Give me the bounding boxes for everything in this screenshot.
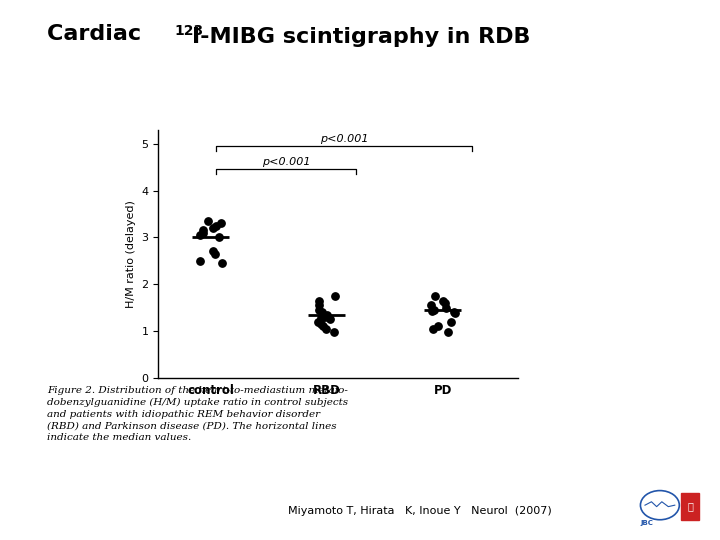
Point: [312, 318, 323, 326]
Point: [324, 315, 336, 324]
Y-axis label: H/M ratio (delayed): H/M ratio (delayed): [126, 200, 136, 308]
Point: [449, 309, 461, 318]
Text: 医: 医: [688, 502, 693, 511]
Point: [427, 325, 438, 333]
FancyBboxPatch shape: [681, 493, 699, 519]
Point: [210, 249, 221, 258]
Point: [426, 307, 438, 316]
Point: [316, 308, 328, 316]
Point: [442, 328, 454, 336]
Point: [213, 233, 225, 242]
Point: [328, 328, 340, 336]
Point: [432, 322, 444, 331]
Point: [320, 325, 331, 333]
Text: Cardiac: Cardiac: [47, 24, 148, 44]
Point: [440, 303, 451, 312]
Point: [430, 292, 441, 300]
Point: [322, 310, 333, 319]
Point: [313, 306, 325, 314]
Text: Miyamoto T, Hirata   K, Inoue Y   Neurol  (2007): Miyamoto T, Hirata K, Inoue Y Neurol (20…: [288, 505, 552, 516]
Point: [330, 292, 341, 300]
Text: p<0.001: p<0.001: [320, 134, 369, 144]
Text: 123: 123: [174, 24, 203, 38]
Text: JBC: JBC: [641, 520, 653, 526]
Text: Figure 2. Distribution of the heart-to-mediastium metaio-
dobenzylguanidine (H/M: Figure 2. Distribution of the heart-to-m…: [47, 386, 348, 442]
Point: [313, 301, 325, 309]
Point: [438, 296, 449, 305]
Point: [202, 217, 214, 225]
Point: [210, 221, 222, 230]
Point: [215, 219, 227, 228]
Text: I-MIBG scintigraphy in RDB: I-MIBG scintigraphy in RDB: [192, 27, 531, 47]
Point: [197, 226, 208, 235]
Point: [314, 296, 325, 305]
Point: [426, 301, 437, 309]
Point: [428, 306, 440, 314]
Point: [194, 231, 206, 239]
Point: [315, 320, 327, 328]
Point: [197, 228, 208, 237]
Point: [449, 308, 460, 316]
Text: p<0.001: p<0.001: [262, 157, 310, 167]
Point: [216, 259, 228, 267]
Point: [319, 313, 330, 321]
Point: [194, 256, 205, 265]
Point: [315, 314, 327, 322]
Point: [439, 299, 451, 307]
Point: [318, 322, 329, 331]
Point: [445, 318, 456, 326]
Point: [207, 247, 219, 256]
Point: [207, 224, 219, 232]
